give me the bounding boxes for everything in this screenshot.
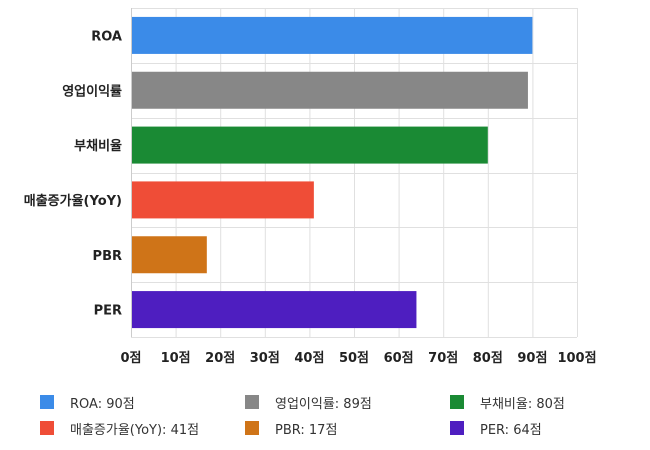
x-tick-label: 40점: [294, 351, 324, 366]
bar-2: [132, 126, 488, 164]
bar-5: [132, 291, 417, 329]
legend-item: PER: 64점: [450, 418, 542, 438]
legend-item: 부채비율: 80점: [450, 392, 565, 412]
legend-swatch: [450, 421, 464, 435]
bar-3: [132, 181, 314, 219]
bar-4: [132, 236, 207, 274]
legend-item: 영업이익률: 89점: [245, 392, 372, 412]
x-tick-label: 60점: [384, 351, 414, 366]
category-label: PER: [94, 304, 122, 319]
bars: [132, 16, 533, 329]
legend-swatch: [450, 395, 464, 409]
x-tick-label: 80점: [473, 351, 503, 366]
bar-0: [132, 16, 533, 54]
x-tick-label: 0점: [120, 351, 141, 366]
legend-swatch: [40, 395, 54, 409]
x-tick-label: 30점: [250, 351, 280, 366]
legend-item: ROA: 90점: [40, 392, 135, 412]
legend-label: PBR: 17점: [275, 422, 338, 438]
grid-lines: [131, 8, 578, 338]
legend-swatch: [40, 421, 54, 435]
x-tick-label: 70점: [428, 351, 458, 366]
x-tick-label: 100점: [557, 351, 596, 366]
legend-label: 매출증가율(YoY): 41점: [70, 422, 200, 438]
legend-label: PER: 64점: [480, 422, 542, 438]
legend-swatch: [245, 395, 259, 409]
x-tick-label: 10점: [161, 351, 191, 366]
x-axis-tick-labels: 0점 10점 20점 30점 40점 50점 60점 70점 80점 90점 100점: [120, 351, 596, 366]
category-label: 영업이익률: [62, 83, 122, 99]
x-tick-label: 20점: [205, 351, 235, 366]
x-tick-label: 90점: [517, 351, 547, 366]
bar-1: [132, 71, 528, 109]
legend-label: 부채비율: 80점: [480, 396, 565, 412]
legend-label: 영업이익률: 89점: [275, 396, 372, 412]
x-tick-label: 50점: [339, 351, 369, 366]
category-label: 매출증가율(YoY): [24, 193, 122, 209]
category-label: ROA: [91, 29, 122, 44]
legend-swatch: [245, 421, 259, 435]
category-label: PBR: [93, 249, 122, 264]
legend-item: PBR: 17점: [245, 418, 337, 438]
category-label: 부채비율: [74, 138, 122, 154]
legend-item: 매출증가율(YoY): 41점: [40, 418, 199, 438]
legend-label: ROA: 90점: [70, 396, 135, 412]
